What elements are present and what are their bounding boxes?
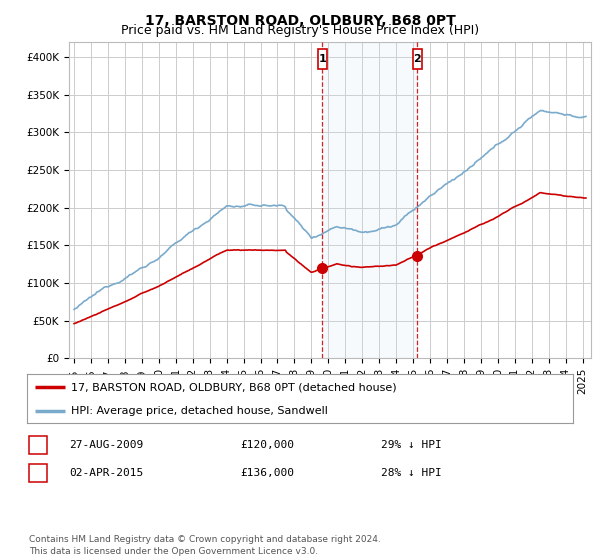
Text: Price paid vs. HM Land Registry's House Price Index (HPI): Price paid vs. HM Land Registry's House … <box>121 24 479 37</box>
Text: 17, BARSTON ROAD, OLDBURY, B68 0PT (detached house): 17, BARSTON ROAD, OLDBURY, B68 0PT (deta… <box>71 382 397 393</box>
Text: 28% ↓ HPI: 28% ↓ HPI <box>381 468 442 478</box>
Text: 02-APR-2015: 02-APR-2015 <box>69 468 143 478</box>
FancyBboxPatch shape <box>317 49 327 69</box>
Bar <box>322 42 417 358</box>
Text: 29% ↓ HPI: 29% ↓ HPI <box>381 440 442 450</box>
Text: 1: 1 <box>34 440 41 450</box>
Text: 17, BARSTON ROAD, OLDBURY, B68 0PT: 17, BARSTON ROAD, OLDBURY, B68 0PT <box>145 14 455 28</box>
Text: £120,000: £120,000 <box>240 440 294 450</box>
Text: 1: 1 <box>319 54 326 64</box>
Text: HPI: Average price, detached house, Sandwell: HPI: Average price, detached house, Sand… <box>71 406 328 416</box>
Text: 2: 2 <box>413 54 421 64</box>
Text: 2: 2 <box>34 468 41 478</box>
Text: £136,000: £136,000 <box>240 468 294 478</box>
Text: 27-AUG-2009: 27-AUG-2009 <box>69 440 143 450</box>
Text: Contains HM Land Registry data © Crown copyright and database right 2024.
This d: Contains HM Land Registry data © Crown c… <box>29 535 380 556</box>
FancyBboxPatch shape <box>413 49 422 69</box>
